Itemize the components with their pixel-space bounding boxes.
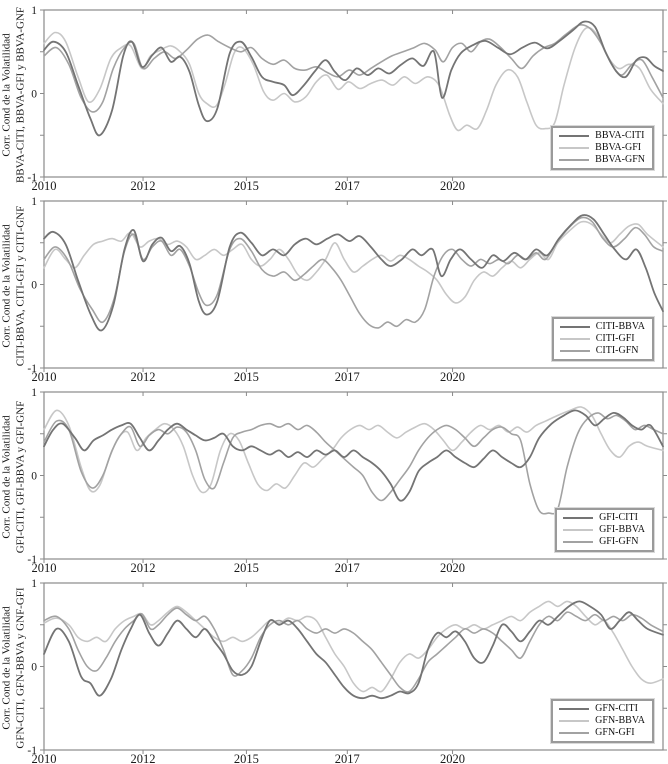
- legend-label: GFN-GFI: [595, 727, 635, 738]
- legend-row: BBVA-CITI: [559, 130, 645, 142]
- legend-label: GFI-BBVA: [599, 524, 645, 535]
- panel-gfn: Corr. Cond de la Volatilidad GFN-CITI, GF…: [0, 573, 668, 764]
- x-tick-label: 2010: [32, 752, 57, 764]
- y-tick-label: 1: [31, 196, 37, 208]
- legend-label: BBVA-GFN: [595, 154, 645, 165]
- x-tick-label: 2012: [131, 179, 156, 191]
- y-tick-label: -1: [27, 172, 37, 184]
- series-line-gfn-gfi: [43, 607, 664, 693]
- y-tick-label: 1: [31, 578, 37, 590]
- x-tick-label: 2012: [131, 752, 156, 764]
- legend-line-swatch: [559, 708, 590, 710]
- legend-line-swatch: [559, 350, 590, 352]
- x-tick-label: 2020: [440, 179, 465, 191]
- panel-citi: Corr. Cond de la Volatilidad CITI-BBVA, C…: [0, 191, 668, 382]
- legend-line-swatch: [559, 135, 590, 137]
- x-tick-label: 2020: [440, 752, 465, 764]
- panel-bbva: Corr. Cond de la Volatilidad BBVA-CITI, B…: [0, 0, 668, 191]
- legend-line-swatch: [559, 732, 590, 734]
- x-tick-label: 2010: [32, 561, 57, 573]
- x-tick-label: 2017: [335, 561, 360, 573]
- legend-line-swatch: [559, 326, 590, 328]
- x-tick-label: 2015: [234, 370, 259, 382]
- legend-label: CITI-GFI: [595, 333, 635, 344]
- x-tick-label: 2010: [32, 370, 57, 382]
- legend-line-swatch: [559, 147, 590, 149]
- y-tick-label: 0: [31, 471, 37, 483]
- legend-row: GFI-GFN: [563, 536, 645, 548]
- x-tick-label: 2017: [335, 370, 360, 382]
- legend-gfi: GFI-CITI GFI-BBVA GFI-GFN: [554, 507, 655, 553]
- legend-label: GFN-CITI: [595, 703, 638, 714]
- legend-row: BBVA-GFI: [559, 142, 645, 154]
- legend-gfn: GFN-CITI GFN-BBVA GFN-GFI: [550, 698, 655, 744]
- legend-row: CITI-GFN: [559, 345, 645, 357]
- legend-label: BBVA-CITI: [595, 130, 645, 141]
- series-line-bbva-gfn: [43, 23, 664, 113]
- legend-row: BBVA-GFN: [559, 154, 645, 166]
- legend-line-swatch: [563, 517, 594, 519]
- x-tick-label: 2010: [32, 179, 57, 191]
- y-tick-label: 1: [31, 5, 37, 17]
- legend-line-swatch: [559, 720, 590, 722]
- legend-row: GFI-CITI: [563, 512, 645, 524]
- x-tick-label: 2020: [440, 370, 465, 382]
- legend-row: GFN-GFI: [559, 727, 645, 739]
- series-line-citi-gfi: [43, 220, 664, 304]
- x-tick-label: 2012: [131, 370, 156, 382]
- legend-line-swatch: [563, 541, 594, 543]
- series-line-bbva-citi: [43, 20, 664, 137]
- x-tick-label: 2015: [234, 179, 259, 191]
- legend-line-swatch: [563, 529, 594, 531]
- x-tick-label: 2017: [335, 752, 360, 764]
- y-tick-label: -1: [27, 363, 37, 375]
- legend-citi: CITI-BBVA CITI-GFI CITI-GFN: [550, 316, 656, 362]
- legend-line-swatch: [559, 159, 590, 161]
- legend-label: CITI-GFN: [595, 345, 639, 356]
- legend-label: GFI-GFN: [599, 536, 639, 547]
- series-line-gfn-citi: [43, 600, 664, 700]
- series-line-bbva-gfi: [43, 26, 664, 132]
- series-line-citi-bbva: [43, 214, 664, 332]
- x-tick-label: 2015: [234, 561, 259, 573]
- y-tick-label: 0: [31, 280, 37, 292]
- legend-line-swatch: [559, 338, 590, 340]
- legend-label: CITI-BBVA: [595, 321, 645, 332]
- legend-row: GFN-BBVA: [559, 715, 645, 727]
- y-tick-label: 1: [31, 387, 37, 399]
- legend-row: GFI-BBVA: [563, 524, 645, 536]
- legend-label: GFN-BBVA: [595, 715, 645, 726]
- y-tick-label: 0: [31, 89, 37, 101]
- x-tick-label: 2015: [234, 752, 259, 764]
- y-tick-label: -1: [27, 745, 37, 757]
- series-line-gfi-gfn: [43, 412, 664, 515]
- x-tick-label: 2017: [335, 179, 360, 191]
- legend-row: GFN-CITI: [559, 703, 645, 715]
- series-line-gfi-citi: [43, 409, 664, 502]
- legend-label: BBVA-GFI: [595, 142, 642, 153]
- panel-gfi: Corr. Cond de la Volatilidad GFI-CITI, GF…: [0, 382, 668, 573]
- legend-label: GFI-CITI: [599, 512, 638, 523]
- series-line-gfn-bbva: [43, 600, 664, 693]
- y-tick-label: -1: [27, 554, 37, 566]
- legend-bbva: BBVA-CITI BBVA-GFI BBVA-GFN: [550, 125, 655, 171]
- x-tick-label: 2012: [131, 561, 156, 573]
- legend-row: CITI-GFI: [559, 333, 645, 345]
- legend-row: CITI-BBVA: [559, 321, 645, 333]
- y-tick-label: 0: [31, 662, 37, 674]
- x-tick-label: 2020: [440, 561, 465, 573]
